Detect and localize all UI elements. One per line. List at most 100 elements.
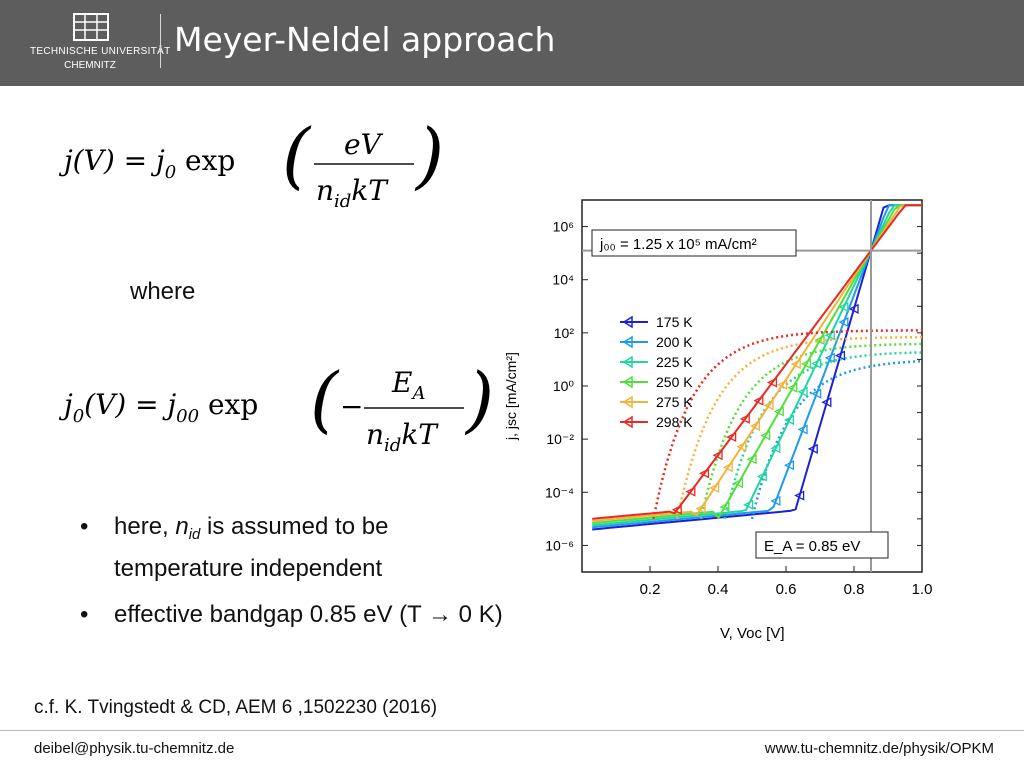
jv-chart-svg: 0.2 0.4 0.6 0.8 1.010⁻⁶10⁻⁴10⁻²10⁰10²10⁴10⁶ … [503,199,933,642]
legend-label: 200 K [656,334,693,350]
x-tick-label: 1.0 [912,581,933,598]
series-marker [698,468,710,479]
bullet-dot: • [80,513,89,540]
legend-marker [622,355,633,369]
building-icon [73,13,109,41]
series-marker [709,482,720,493]
equation-1: j(V) = j0 exp ( eV nidkT ) [58,113,454,225]
j00-annotation: j₀₀ = 1.25 x 10⁵ mA/cm² [599,236,757,253]
series-marker [746,454,757,465]
series-marker [753,395,764,406]
x-axis-label: V, Voc [V] [720,625,785,642]
series-marker [736,441,747,452]
svg-text:): ) [464,357,494,441]
series-dotted-200K [750,359,923,520]
svg-text:eV: eV [344,128,384,161]
legend-label: 250 K [656,374,693,390]
series-marker [766,377,778,388]
legend-marker [622,315,633,329]
series-marker [824,352,835,363]
svg-text:−: − [340,390,363,423]
series-marker [838,317,849,328]
series-marker [814,334,825,346]
bullet2-text: effective bandgap 0.85 eV (T → 0 K) [114,601,503,629]
series-dotted-298K [652,329,922,520]
series-line-175K [592,204,922,531]
bullet1-text-after: is assumed to be [200,513,389,540]
x-tick-label: 0.4 [708,581,729,598]
svg-text:nidkT: nidkT [366,418,439,456]
series-marker [760,430,771,441]
series-dotted-275K [675,335,923,520]
series-marker [770,495,781,507]
legend-label: 225 K [656,354,693,370]
header-divider [160,14,161,68]
legend-label: 175 K [656,314,693,330]
bullet1-symbol-sub: id [188,527,201,544]
series-marker [773,406,784,417]
svg-text:j0(V) = j00 exp: j0(V) = j00 exp [58,388,258,427]
series-marker [712,450,723,461]
y-tick-label: 10⁰ [553,378,575,394]
x-tick-label: 0.8 [844,581,865,598]
y-tick-label: 10⁻⁶ [545,537,574,553]
series-marker [685,486,696,497]
legend-marker [622,335,633,349]
bullet-item-2: • effective bandgap 0.85 eV (T → 0 K) [80,598,503,632]
series-marker [783,460,795,471]
legend-label: 275 K [656,394,693,410]
series-marker [732,478,744,489]
series-marker [824,330,835,341]
header-bar: TECHNISCHE UNIVERSITÄT CHEMNITZ Meyer-Ne… [0,0,1024,86]
equation-2: j0(V) = j00 exp ( − EA nidkT ) [58,356,504,460]
y-tick-label: 10⁴ [552,272,574,288]
series-marker [739,413,750,424]
bullet-dot: • [80,601,89,629]
y-tick-label: 10⁻⁴ [545,484,574,500]
y-axis-label: j, jsc [mA/cm²] [503,352,519,441]
series-marker [797,386,808,397]
bullet-item-1: • here, nid is assumed to be temperature… [80,510,503,586]
footer-email: deibel@physik.tu-chemnitz.de [34,740,235,757]
y-tick-label: 10⁶ [553,219,574,235]
logo-line2: CHEMNITZ [64,60,116,71]
series-marker [783,414,795,426]
svg-text:): ) [414,113,444,197]
series-marker [787,382,798,393]
jv-chart: 0.2 0.4 0.6 0.8 1.0 10⁻⁶ 10⁻⁴ 10⁻² 10⁰ 10² 10⁴ 10⁶ … [500,190,950,650]
y-tick-label: 10⁻² [546,431,574,447]
series-marker [797,424,808,435]
series-marker [770,443,781,454]
series-marker [756,471,767,482]
series-marker [807,443,818,454]
bullet1-symbol: n [175,513,189,540]
svg-text:(: ( [310,357,340,441]
bullet1-line2: temperature independent [114,555,383,583]
footer-url: www.tu-chemnitz.de/physik/OPKM [764,740,994,757]
x-tick-label: 0.2 [640,581,661,598]
bullet-list: • here, nid is assumed to be temperature… [80,510,503,644]
svg-text:j(V) = j0 exp: j(V) = j0 exp [58,144,235,183]
svg-text:EA: EA [391,366,425,404]
legend-label: 298 K [656,414,693,430]
j00-annotation-box [591,229,797,257]
svg-text:nidkT: nidkT [316,174,389,212]
legend-marker [622,395,633,409]
series-marker [794,490,805,501]
footer-divider [0,730,1024,731]
x-tick-label: 0.6 [776,581,797,598]
citation: c.f. K. Tvingstedt & CD, AEM 6 ,1502230 … [34,697,438,718]
series-marker [834,350,846,361]
series-marker [848,303,859,314]
series-marker [749,420,761,432]
series-marker [838,301,849,313]
series-line-298K [592,204,922,520]
university-logo: TECHNISCHE UNIVERSITÄT CHEMNITZ [30,10,170,76]
series-marker [743,499,754,510]
series-marker [763,400,774,411]
series-marker [811,388,822,399]
legend-marker [622,375,633,389]
legend-marker [622,415,633,429]
series-marker [790,359,801,370]
ea-annotation: E_A = 0.85 eV [764,538,860,555]
